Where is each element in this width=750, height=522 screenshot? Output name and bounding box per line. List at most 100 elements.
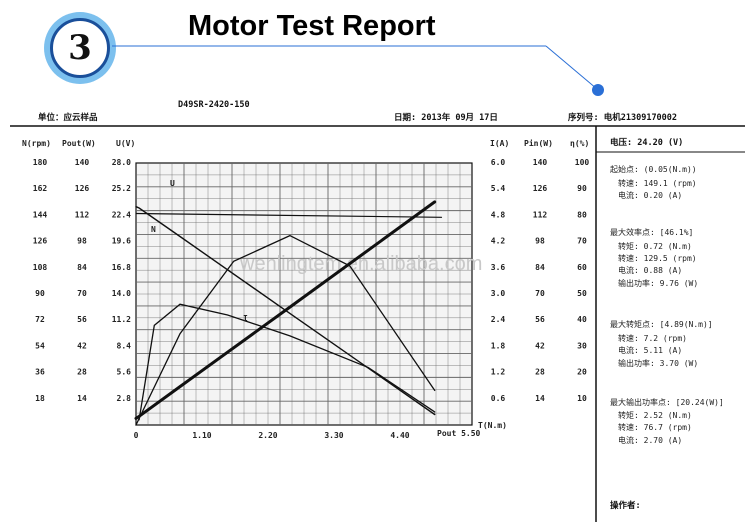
max-power-line: 转矩: 2.52 (N.m)	[618, 410, 692, 420]
results-panel: 起始点: (0.05(N.m)) 转速: 149.1 (rpm) 电流: 0.2…	[610, 164, 724, 511]
watermark: wenlingtem.en.alibaba.com	[239, 253, 482, 275]
plot-curves	[134, 200, 443, 426]
tick-label: 56	[77, 315, 87, 324]
tick-label: 22.4	[112, 210, 131, 219]
tick-label: 18	[35, 394, 45, 403]
start-point-line: 转速: 149.1 (rpm)	[618, 178, 697, 188]
series-line-N	[135, 206, 436, 416]
max-torque-line: 输出功率: 3.70 (W)	[618, 358, 698, 368]
tick-label: 126	[33, 237, 48, 246]
col-n-header: N(rpm)	[22, 139, 51, 148]
series-line-η	[138, 303, 436, 421]
tick-label: 100	[575, 158, 590, 167]
tick-label: 3.30	[324, 431, 343, 440]
curve-label-n: N	[151, 225, 156, 234]
tick-label: 8.4	[117, 341, 132, 350]
tick-label: 30	[577, 341, 587, 350]
tick-label: 1.8	[491, 341, 506, 350]
tick-label: 0	[134, 431, 139, 440]
tick-label: 4.2	[491, 237, 506, 246]
series-line-I	[134, 200, 437, 420]
tick-label: 126	[533, 184, 548, 193]
unit-label: 单位：应云样品	[38, 112, 98, 123]
max-torque-line: 电流: 5.11 (A)	[618, 345, 682, 355]
tick-label: 84	[77, 263, 87, 272]
tick-label: 42	[535, 341, 545, 350]
operator-label: 操作者:	[610, 500, 641, 511]
tick-label: 126	[75, 184, 90, 193]
tick-label: 98	[77, 237, 87, 246]
banner-title: Motor Test Report	[188, 10, 436, 42]
tick-label: 42	[77, 341, 87, 350]
i-tick-labels: 6.0 5.4 4.8 4.2 3.6 3.0 2.4 1.8 1.2 0.6	[491, 158, 506, 403]
tick-label: 72	[35, 315, 45, 324]
tick-label: 1.10	[192, 431, 211, 440]
start-point-line: 电流: 0.20 (A)	[618, 190, 682, 200]
tick-label: 28.0	[112, 158, 131, 167]
tick-label: 2.4	[491, 315, 506, 324]
max-eff-line: 输出功率: 9.76 (W)	[618, 278, 698, 288]
connector-dot-icon	[592, 84, 604, 96]
tick-label: 162	[33, 184, 48, 193]
start-point-title: 起始点: (0.05(N.m))	[610, 164, 697, 174]
max-eff-line: 转速: 129.5 (rpm)	[618, 253, 697, 263]
plot-grid	[136, 163, 472, 425]
tick-label: 20	[577, 368, 587, 377]
n-tick-labels: 180 162 144 126 108 90 72 54 36 18	[33, 158, 48, 403]
tick-label: 36	[35, 368, 45, 377]
serial-label: 序列号: 电机21309170002	[567, 112, 677, 123]
tick-label: 56	[535, 315, 545, 324]
step-number: 3	[50, 18, 110, 78]
tick-label: 14	[77, 394, 87, 403]
max-eff-title: 最大效率点: [46.1%]	[610, 227, 693, 237]
tick-label: 140	[533, 158, 548, 167]
u-tick-labels: 28.0 25.2 22.4 19.6 16.8 14.0 11.2 8.4 5.6 2.8	[112, 158, 131, 403]
tick-label: 28	[77, 368, 87, 377]
series-line-Pout	[135, 234, 436, 426]
tick-label: 90	[577, 184, 587, 193]
tick-label: 98	[535, 237, 545, 246]
model-label: D49SR-2420-150	[178, 100, 250, 110]
max-torque-line: 转速: 7.2 (rpm)	[618, 333, 687, 343]
tick-label: 84	[535, 263, 545, 272]
tick-label: 14	[535, 394, 545, 403]
date-label: 日期: 2013年 09月 17日	[394, 112, 498, 123]
max-power-title: 最大输出功率点: [20.24(W)]	[610, 397, 724, 407]
tick-label: 28	[535, 368, 545, 377]
tick-label: 1.2	[491, 368, 506, 377]
tick-label: 60	[577, 263, 587, 272]
tick-label: 140	[75, 158, 90, 167]
pout-tick-labels: 140 126 112 98 84 70 56 42 28 14	[75, 158, 90, 403]
tick-label: 108	[33, 263, 48, 272]
tick-label: 70	[77, 289, 87, 298]
t-axis-label: T(N.m)	[478, 421, 507, 430]
col-pin-header: Pin(W)	[524, 138, 553, 148]
col-i-header: I(A)	[490, 139, 509, 148]
tick-label: 0.6	[491, 394, 506, 403]
eta-tick-labels: 100 90 80 70 60 50 40 30 20 10	[575, 158, 590, 403]
tick-label: 5.4	[491, 184, 506, 193]
tick-label: 14.0	[112, 289, 131, 298]
tick-label: 112	[75, 210, 90, 219]
voltage-label: 电压: 24.20 (V)	[610, 137, 683, 148]
tick-label: 80	[577, 210, 587, 219]
tick-label: 25.2	[112, 184, 131, 193]
curve-label-i: I	[243, 314, 248, 323]
tick-label: 5.6	[117, 368, 132, 377]
tick-label: 16.8	[112, 263, 131, 272]
tick-label: 70	[577, 237, 587, 246]
col-pout-header: Pout(W)	[62, 139, 96, 148]
tick-label: 11.2	[112, 315, 131, 324]
t-tick-labels: 0 1.10 2.20 3.30 4.40	[134, 431, 410, 440]
tick-label: 180	[33, 158, 48, 167]
tick-label: 70	[535, 289, 545, 298]
tick-label: 10	[577, 394, 587, 403]
tick-label: 50	[577, 289, 587, 298]
tick-label: 54	[35, 341, 45, 350]
max-eff-line: 电流: 0.88 (A)	[618, 265, 682, 275]
step-badge: 3	[44, 12, 116, 84]
tick-label: 6.0	[491, 158, 506, 167]
tick-label: 40	[577, 315, 587, 324]
tick-label: 2.8	[117, 394, 132, 403]
